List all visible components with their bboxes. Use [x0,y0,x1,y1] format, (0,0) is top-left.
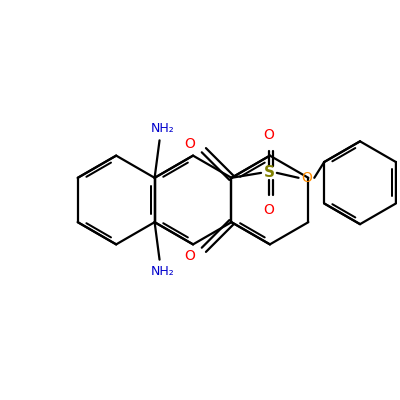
Text: O: O [301,171,312,185]
Text: O: O [264,203,274,217]
Text: O: O [264,128,274,142]
Text: NH₂: NH₂ [151,122,174,135]
Text: O: O [185,137,196,151]
Text: O: O [185,249,196,263]
Text: S: S [264,165,274,180]
Text: NH₂: NH₂ [151,265,174,278]
